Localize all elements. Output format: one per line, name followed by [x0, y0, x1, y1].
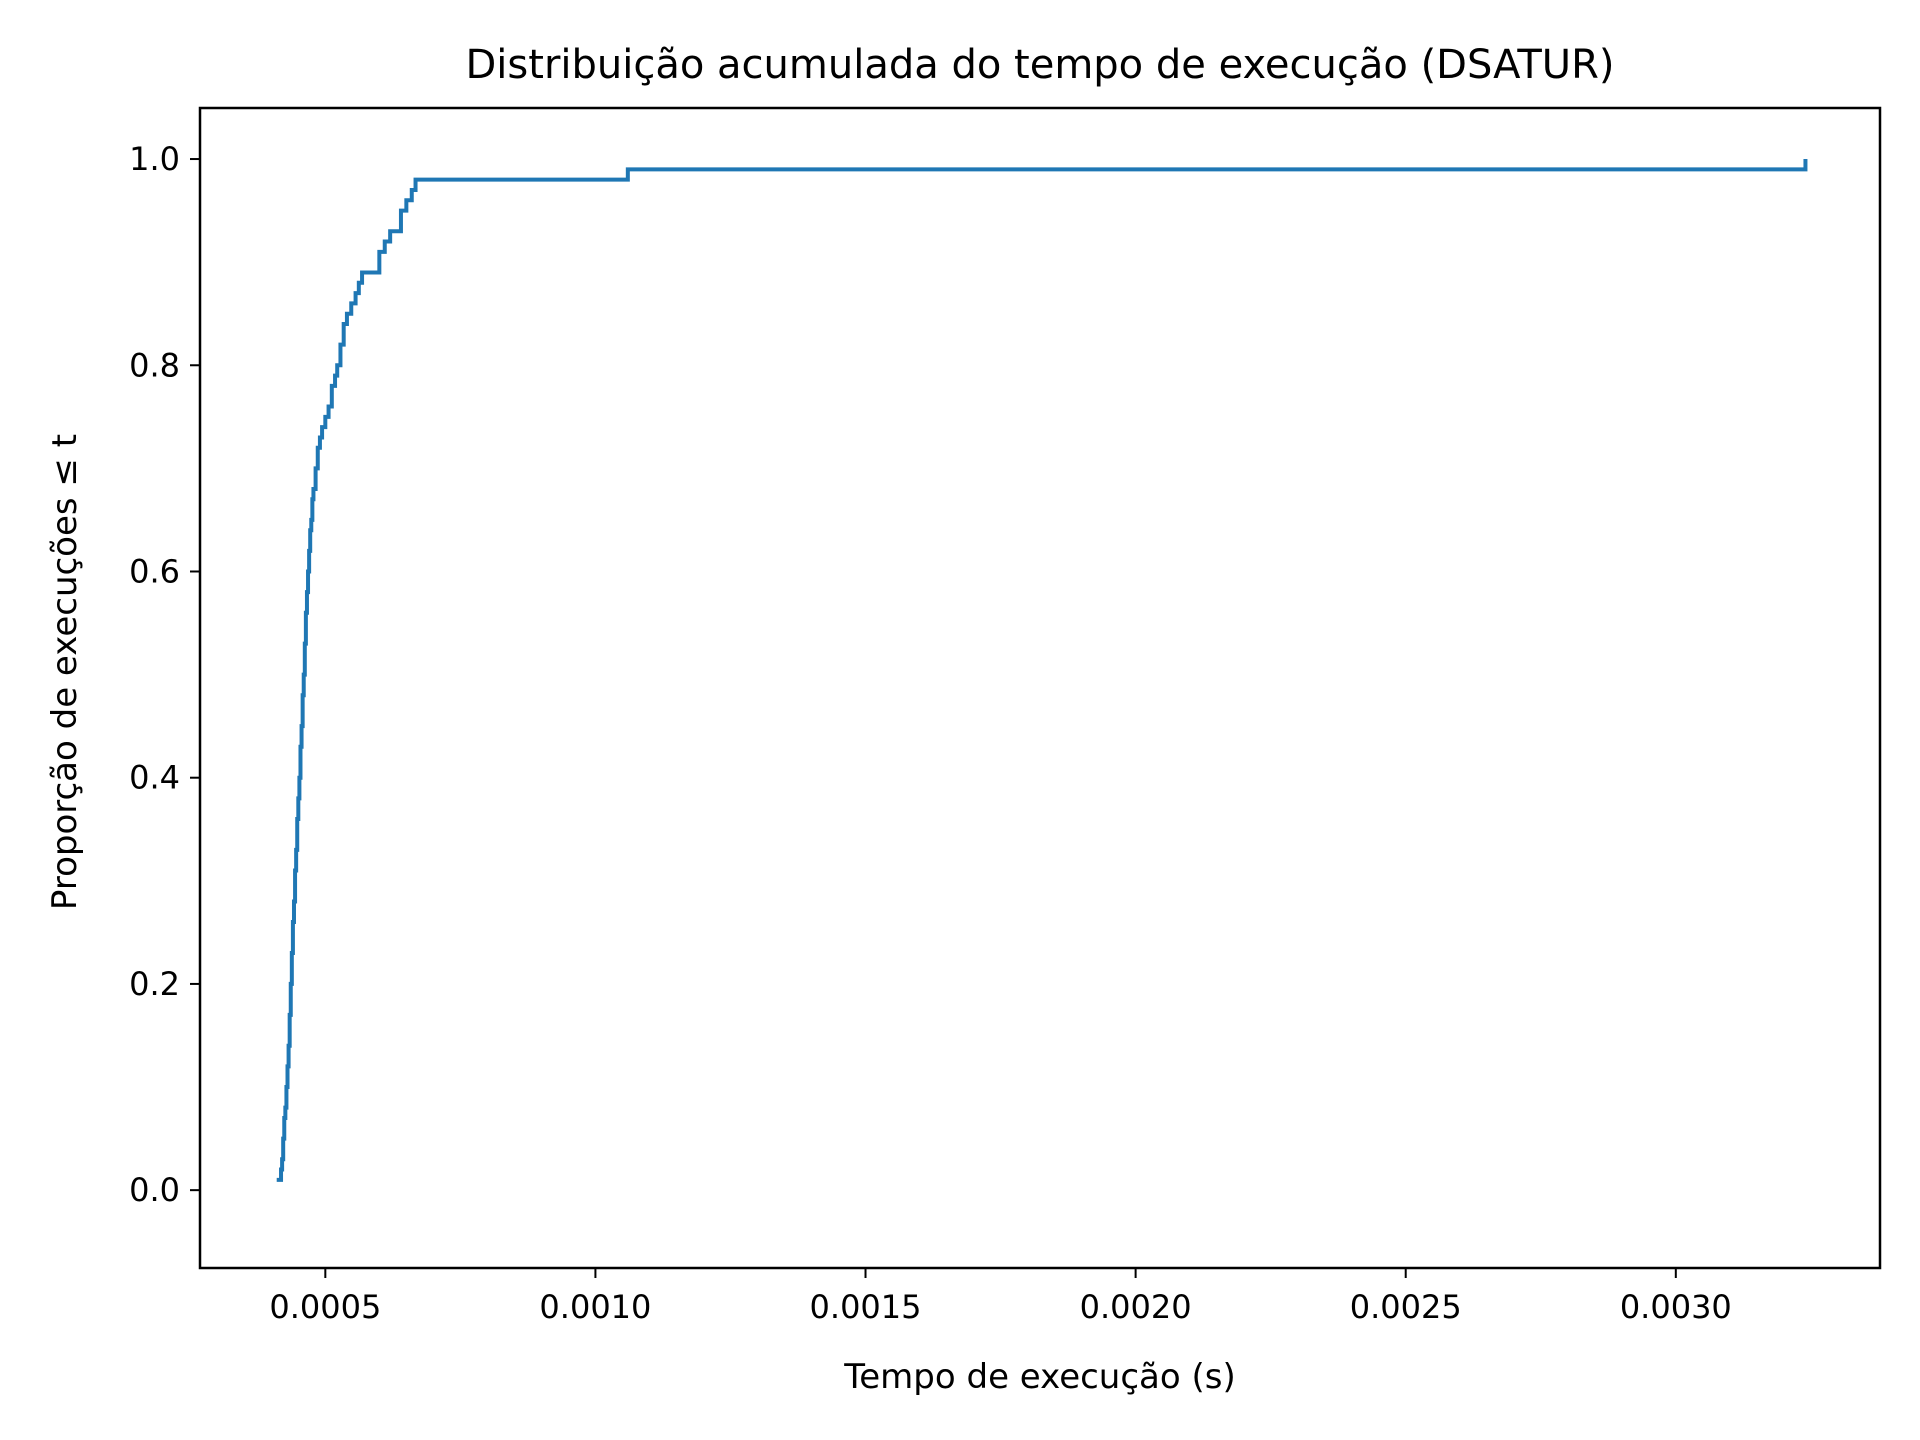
- chart-title: Distribuição acumulada do tempo de execu…: [466, 42, 1615, 88]
- y-tick-label: 0.0: [129, 1171, 180, 1209]
- x-tick-label: 0.0030: [1620, 1288, 1732, 1326]
- x-tick-label: 0.0025: [1350, 1288, 1462, 1326]
- y-tick-label: 0.8: [129, 346, 180, 384]
- plot-area: [276, 159, 1808, 1182]
- axes-frame: [198, 106, 1882, 1270]
- x-axis-label: Tempo de execução (s): [843, 1357, 1235, 1397]
- cdf-step-line: [276, 159, 1808, 1182]
- y-tick-label: 0.2: [129, 965, 180, 1003]
- y-tick-label: 0.6: [129, 552, 180, 590]
- x-axis: 0.0005 0.0010 0.0015 0.0020 0.0025 0.0030: [269, 1268, 1732, 1326]
- y-axis: 0.0 0.2 0.4 0.6 0.8 1.0: [129, 140, 200, 1209]
- x-tick-label: 0.0005: [269, 1288, 381, 1326]
- y-tick-label: 1.0: [129, 140, 180, 178]
- y-axis-label: Proporção de execuções ≤ t: [45, 434, 85, 910]
- x-tick-label: 0.0020: [1080, 1288, 1192, 1326]
- y-tick-label: 0.4: [129, 759, 180, 797]
- x-tick-label: 0.0010: [539, 1288, 651, 1326]
- x-tick-label: 0.0015: [810, 1288, 922, 1326]
